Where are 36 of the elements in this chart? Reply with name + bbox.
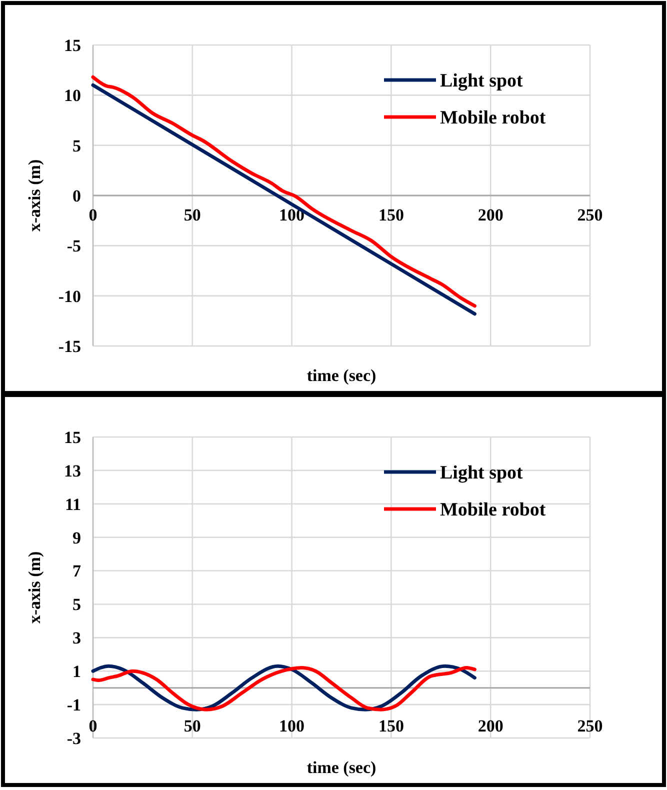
x-axis-title: time (sec): [306, 758, 376, 777]
y-tick-label: 5: [72, 595, 81, 614]
x-tick-label: 150: [378, 716, 404, 736]
y-tick-label: 9: [72, 528, 81, 548]
x-tick-label: 50: [184, 206, 201, 224]
x-tick-label: 250: [577, 716, 603, 736]
legend-label: Light spot: [440, 70, 524, 92]
legend-label: Mobile robot: [440, 108, 546, 129]
x-tick-label: 50: [184, 716, 201, 736]
x-tick-label: 250: [577, 206, 603, 224]
x-tick-label: 200: [478, 206, 504, 224]
y-tick-label: 10: [64, 86, 81, 106]
y-tick-label: 13: [64, 461, 81, 480]
y-axis-title: x-axis (m): [25, 159, 44, 232]
y-tick-label: 5: [72, 136, 81, 156]
x-tick-label: 200: [478, 716, 504, 736]
legend-label: Light spot: [440, 462, 524, 484]
y-tick-label: -5: [66, 236, 81, 256]
y-tick-label: -3: [66, 728, 81, 748]
x-tick-label: 0: [88, 206, 98, 224]
y-tick-label: 1: [72, 662, 81, 682]
y-axis-title: x-axis (m): [25, 551, 44, 624]
x-axis-title: time (sec): [306, 366, 376, 385]
y-tick-label: 15: [64, 36, 81, 55]
y-tick-label: 0: [72, 186, 81, 206]
y-tick-label: -15: [58, 336, 81, 356]
y-tick-label: 7: [72, 562, 82, 581]
y-tick-label: -1: [66, 696, 81, 715]
y-tick-label: 15: [64, 428, 81, 447]
y-tick-label: 11: [64, 494, 81, 514]
y-tick-label: 3: [72, 628, 81, 648]
x-tick-label: 150: [378, 206, 404, 224]
legend-label: Mobile robot: [440, 500, 546, 521]
y-tick-label: -10: [58, 286, 81, 306]
x-tick-label: 0: [88, 716, 98, 736]
x-tick-label: 100: [279, 716, 305, 736]
